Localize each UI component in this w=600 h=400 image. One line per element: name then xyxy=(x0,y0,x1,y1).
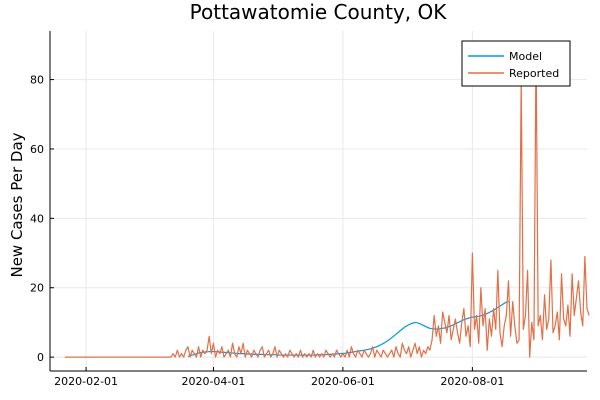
legend-label-model: Model xyxy=(509,50,542,63)
series xyxy=(64,44,590,358)
y-tick-label: 60 xyxy=(30,143,44,156)
x-tick-label: 2020-02-01 xyxy=(54,375,118,388)
legend-label-reported: Reported xyxy=(509,67,559,80)
legend: Model Reported xyxy=(461,40,571,87)
y-axis-label: New Cases Per Day xyxy=(8,132,26,277)
x-tick-label: 2020-08-01 xyxy=(440,375,504,388)
y-tick-label: 40 xyxy=(30,212,44,225)
legend-box xyxy=(461,40,571,87)
series-line-reported xyxy=(64,44,590,358)
y-tick-label: 0 xyxy=(37,351,44,364)
chart-title: Pottawatomie County, OK xyxy=(190,0,448,24)
y-tick-label: 20 xyxy=(30,282,44,295)
x-tick-label: 2020-04-01 xyxy=(181,375,245,388)
series-line-model xyxy=(187,301,509,358)
x-tick-label: 2020-06-01 xyxy=(311,375,375,388)
tick-labels: 2020-02-01 2020-04-01 2020-06-01 2020-08-01… xyxy=(30,74,504,388)
axes xyxy=(49,31,587,372)
y-tick-label: 80 xyxy=(30,74,44,87)
